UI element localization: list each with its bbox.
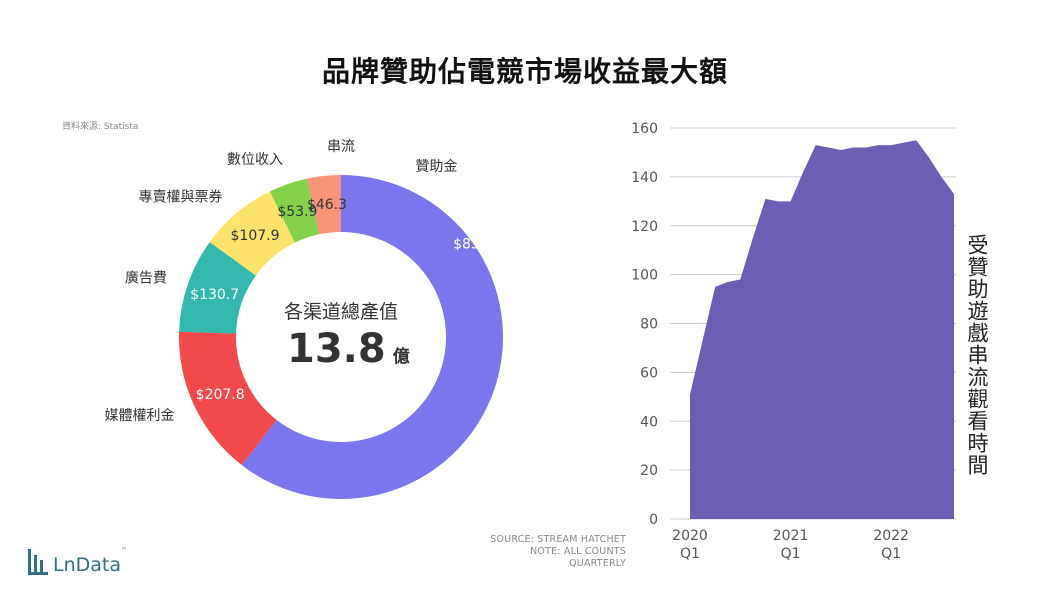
donut-value-label: $207.8 [196,387,245,403]
donut-slice [179,331,277,465]
y-tick-label: 160 [631,121,658,137]
donut-value-label: $53.9 [277,204,317,220]
donut-slice [307,175,341,235]
donut-value-label: $107.9 [231,228,280,244]
source-note-top: 資料來源: Statista [62,122,139,132]
area-chart: 0 20 40 60 80 100 120 140 160 2020 Q1 2021 Q1 2022 Q1 [631,121,956,562]
x-tick-label: 2021 Q1 [773,528,809,562]
y-tick-label: 120 [631,219,658,235]
donut-slice [179,242,256,334]
donut-slices [179,174,504,500]
donut-chart: $837.3 $207.8 $130.7 $107.9 $53.9$46.3 贊助金媒體… [104,139,504,500]
center-unit: 億 [393,346,410,367]
donut-category-label: 廣告費 [125,270,167,287]
donut-value-labels: $837.3 $207.8 $130.7 $107.9 $53.9$46.3 [190,197,502,403]
y-tick-label: 140 [631,170,658,186]
logo-text: LnData [53,554,121,576]
y-tick-label: 80 [640,317,658,333]
y-tick-label: 100 [631,268,658,284]
center-total: 13.8 億 [287,326,410,372]
donut-category-label: 串流 [327,139,355,155]
donut-category-label: 專賣權與票券 [138,189,222,205]
logo-mark-icon [28,549,48,575]
y-axis-label: 受贊助遊戲串流觀看時間 [965,234,989,476]
y-tick-label: 40 [640,414,658,430]
donut-slice [241,174,504,500]
donut-category-label: 贊助金 [415,159,457,175]
donut-value-label: $46.3 [307,197,347,213]
x-tick-labels: 2020 Q1 2021 Q1 2022 Q1 [672,528,909,562]
center-label: 各渠道總產值 [284,301,398,323]
note-line: NOTE: ALL COUNTS QUARTERLY [530,546,626,569]
donut-value-label: $837.3 [453,237,502,253]
source-line: SOURCE: STREAM HATCHET [490,534,626,545]
area-series [690,140,954,519]
x-tick-label: 2022 Q1 [873,528,909,562]
donut-slice [269,178,320,243]
lndata-logo: LnData ™ [28,545,127,575]
chart-title: 品牌贊助佔電競市場收益最大額 [321,55,728,88]
donut-category-label: 媒體權利金 [104,408,174,424]
y-tick-labels: 0 20 40 60 80 100 120 140 160 [631,121,658,528]
donut-category-label: 數位收入 [227,152,283,168]
donut-slice [209,191,295,276]
center-value: 13.8 [287,326,386,372]
source-note-bottom: SOURCE: STREAM HATCHET NOTE: ALL COUNTS … [470,534,626,570]
y-tick-label: 60 [640,365,658,381]
donut-value-label: $130.7 [190,287,239,303]
y-tick-label: 0 [649,512,658,528]
x-tick-label: 2020 Q1 [672,528,708,562]
logo-trademark: ™ [121,547,127,554]
y-tick-label: 20 [640,463,658,479]
